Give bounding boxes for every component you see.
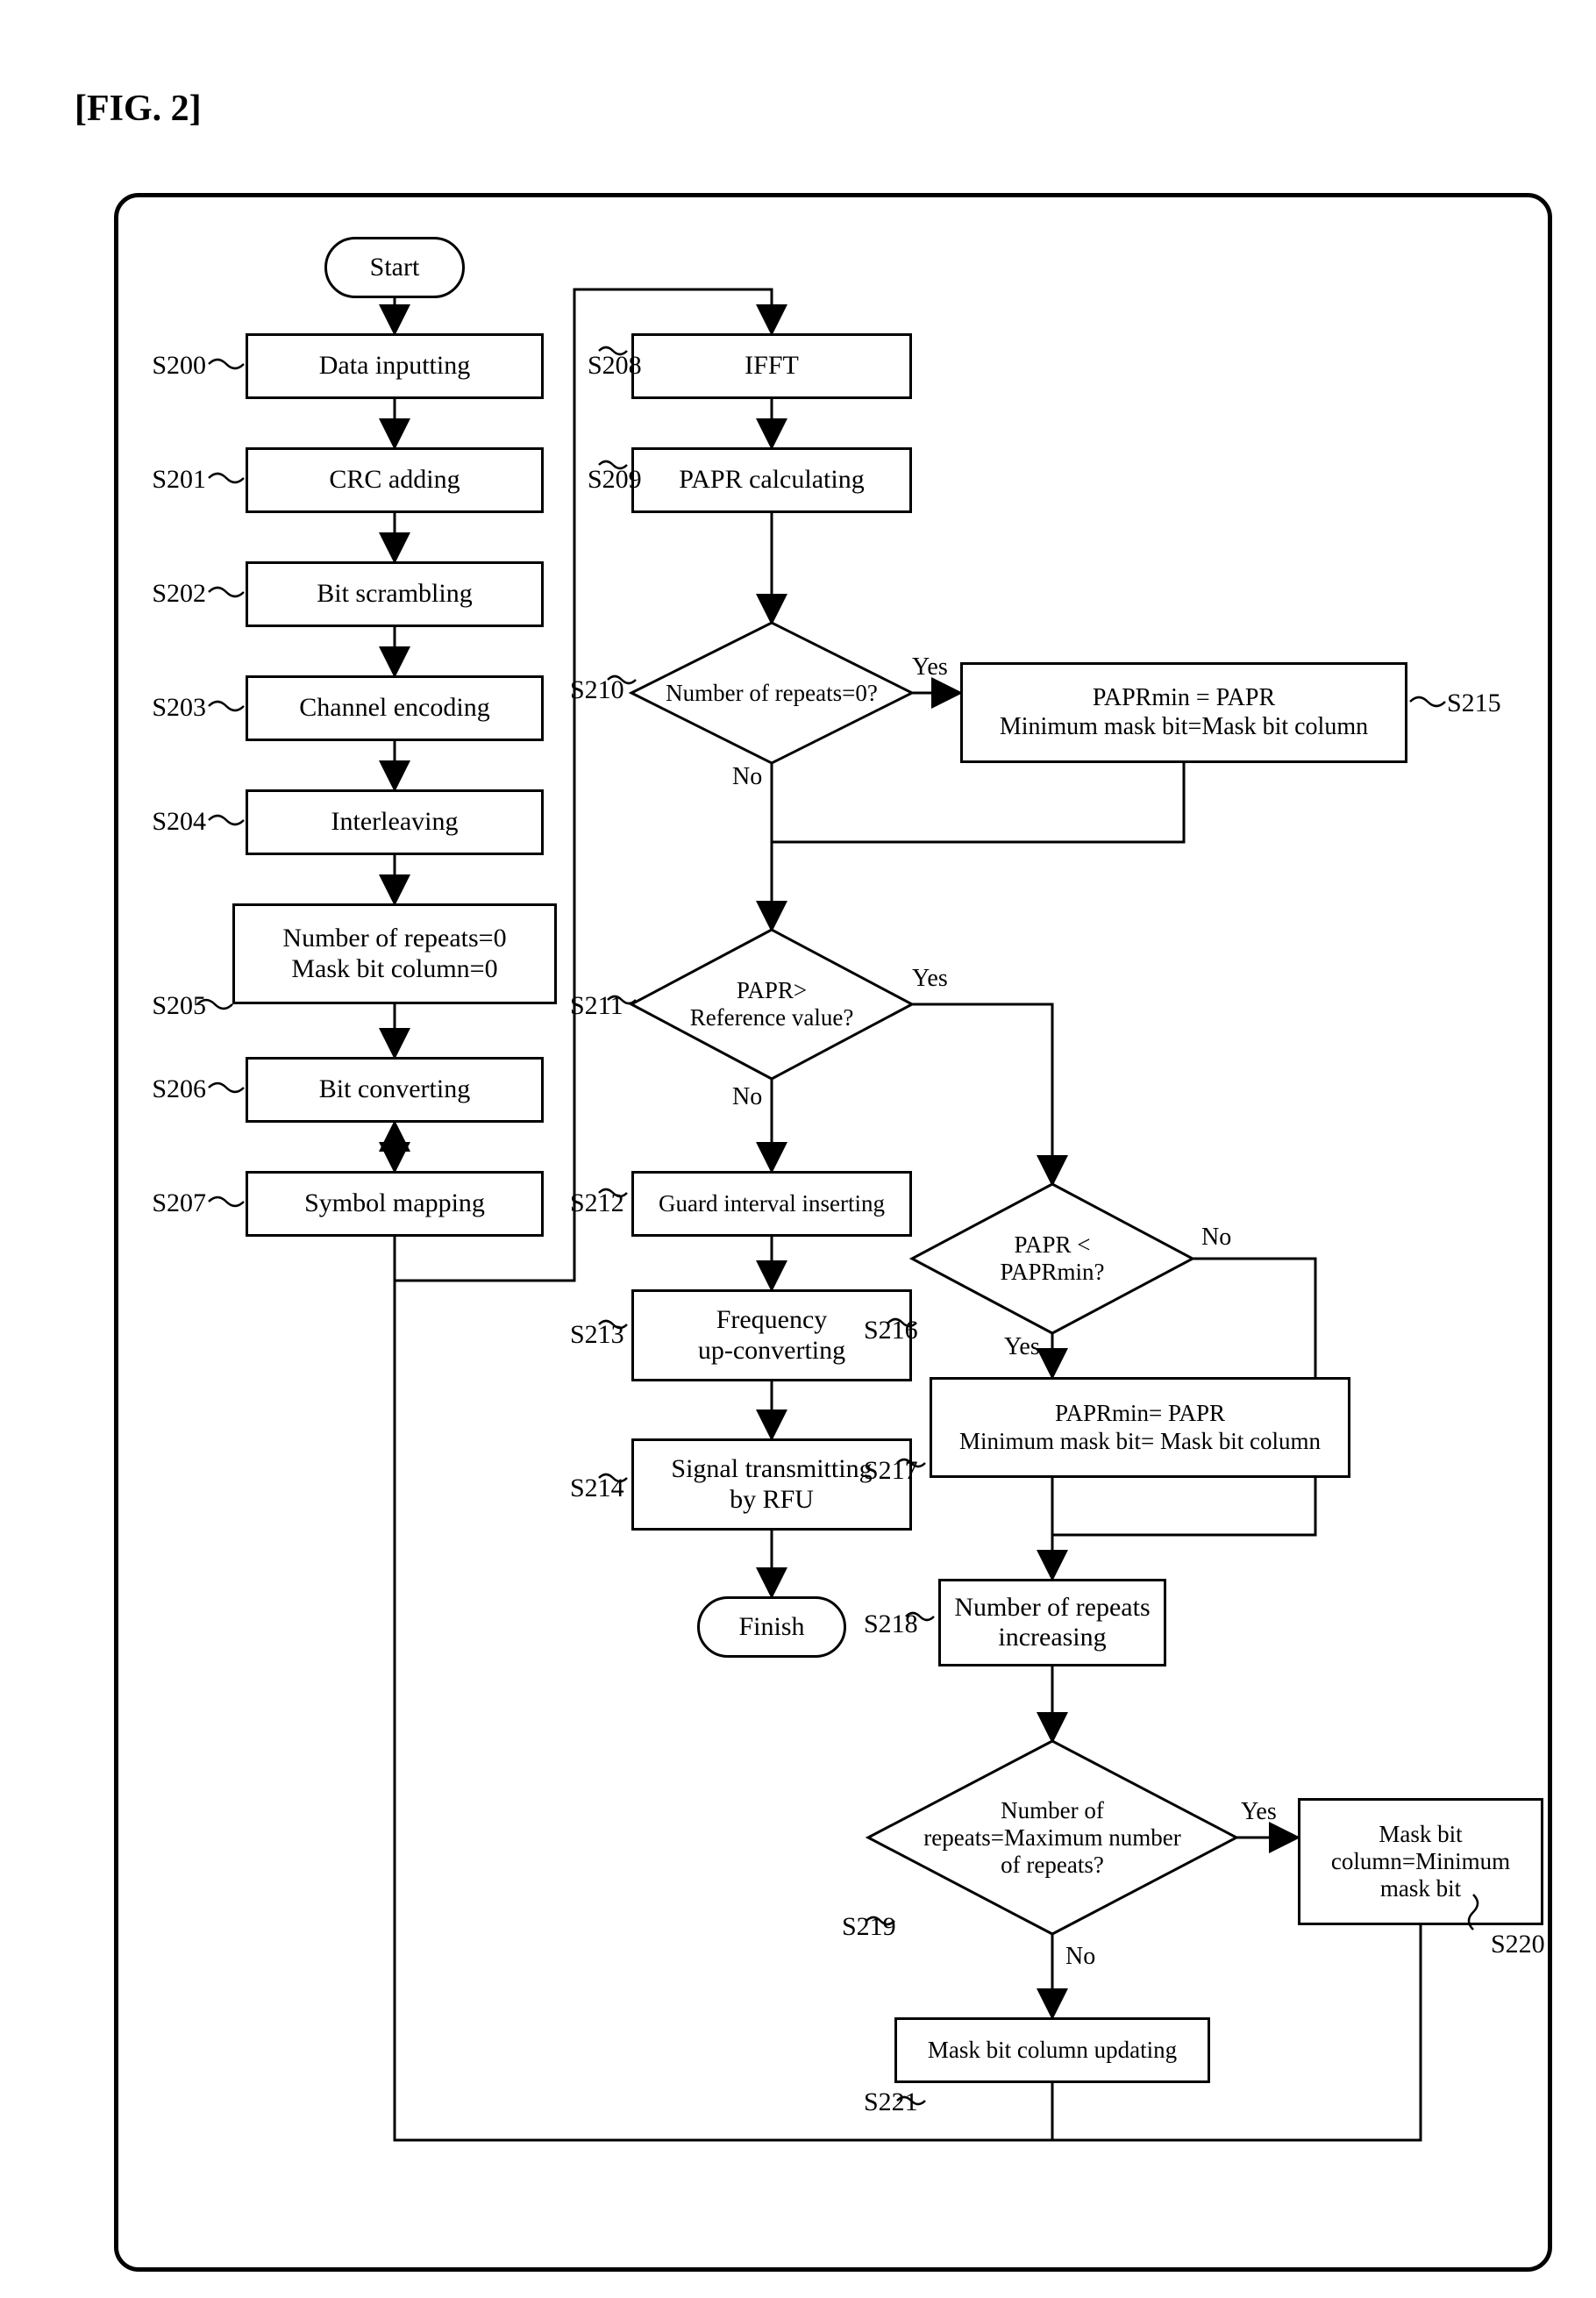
branch-s211-yes: Yes xyxy=(912,965,948,993)
label-s209: S209 xyxy=(588,465,631,495)
label-s215: S215 xyxy=(1447,689,1501,718)
decision-s211-text: PAPR> Reference value? xyxy=(631,930,912,1079)
label-s221: S221 xyxy=(864,2087,925,2117)
label-s214: S214 xyxy=(570,1474,631,1503)
label-s208: S208 xyxy=(588,351,631,381)
label-s212: S212 xyxy=(570,1188,631,1218)
label-s219: S219 xyxy=(842,1912,903,1942)
label-s201: S201 xyxy=(136,465,206,495)
label-s217: S217 xyxy=(864,1456,925,1486)
node-s217: PAPRmin= PAPR Minimum mask bit= Mask bit… xyxy=(930,1377,1350,1478)
decision-s216-text: PAPR < PAPRmin? xyxy=(912,1184,1193,1333)
label-s205: S205 xyxy=(136,991,206,1021)
node-s207: Symbol mapping xyxy=(246,1171,544,1237)
start-terminal: Start xyxy=(324,237,465,298)
node-s209: PAPR calculating xyxy=(631,447,912,513)
label-s204: S204 xyxy=(136,807,206,837)
finish-terminal: Finish xyxy=(697,1596,846,1658)
label-s206: S206 xyxy=(136,1074,206,1104)
branch-s216-no: No xyxy=(1201,1224,1231,1252)
label-s203: S203 xyxy=(136,693,206,723)
label-s202: S202 xyxy=(136,579,206,609)
branch-s211-no: No xyxy=(732,1083,762,1111)
decision-s219-text: Number of repeats=Maximum number of repe… xyxy=(868,1741,1236,1934)
node-s200: Data inputting xyxy=(246,333,544,399)
label-s200: S200 xyxy=(136,351,206,381)
label-s213: S213 xyxy=(570,1320,631,1350)
branch-s210-no: No xyxy=(732,763,762,791)
node-s208: IFFT xyxy=(631,333,912,399)
branch-s219-yes: Yes xyxy=(1241,1798,1277,1826)
branch-s210-yes: Yes xyxy=(912,653,948,682)
branch-s216-yes: Yes xyxy=(1004,1333,1040,1361)
node-s202: Bit scrambling xyxy=(246,561,544,627)
label-s220: S220 xyxy=(1491,1930,1545,1959)
node-s221: Mask bit column updating xyxy=(894,2017,1210,2083)
node-s212: Guard interval inserting xyxy=(631,1171,912,1237)
node-s218: Number of repeats increasing xyxy=(938,1579,1166,1666)
label-s216: S216 xyxy=(864,1316,925,1345)
node-s206: Bit converting xyxy=(246,1057,544,1123)
node-s220: Mask bit column=Minimum mask bit xyxy=(1298,1798,1543,1925)
decision-s210-text: Number of repeats=0? xyxy=(631,623,912,763)
node-s215: PAPRmin = PAPR Minimum mask bit=Mask bit… xyxy=(960,662,1407,763)
label-s210: S210 xyxy=(570,675,631,705)
node-s204: Interleaving xyxy=(246,789,544,855)
branch-s219-no: No xyxy=(1065,1943,1095,1971)
figure-title: [FIG. 2] xyxy=(75,88,202,130)
label-s218: S218 xyxy=(864,1609,925,1639)
node-s205: Number of repeats=0 Mask bit column=0 xyxy=(232,903,557,1004)
label-s207: S207 xyxy=(136,1188,206,1218)
node-s203: Channel encoding xyxy=(246,675,544,741)
node-s201: CRC adding xyxy=(246,447,544,513)
label-s211: S211 xyxy=(570,991,631,1021)
